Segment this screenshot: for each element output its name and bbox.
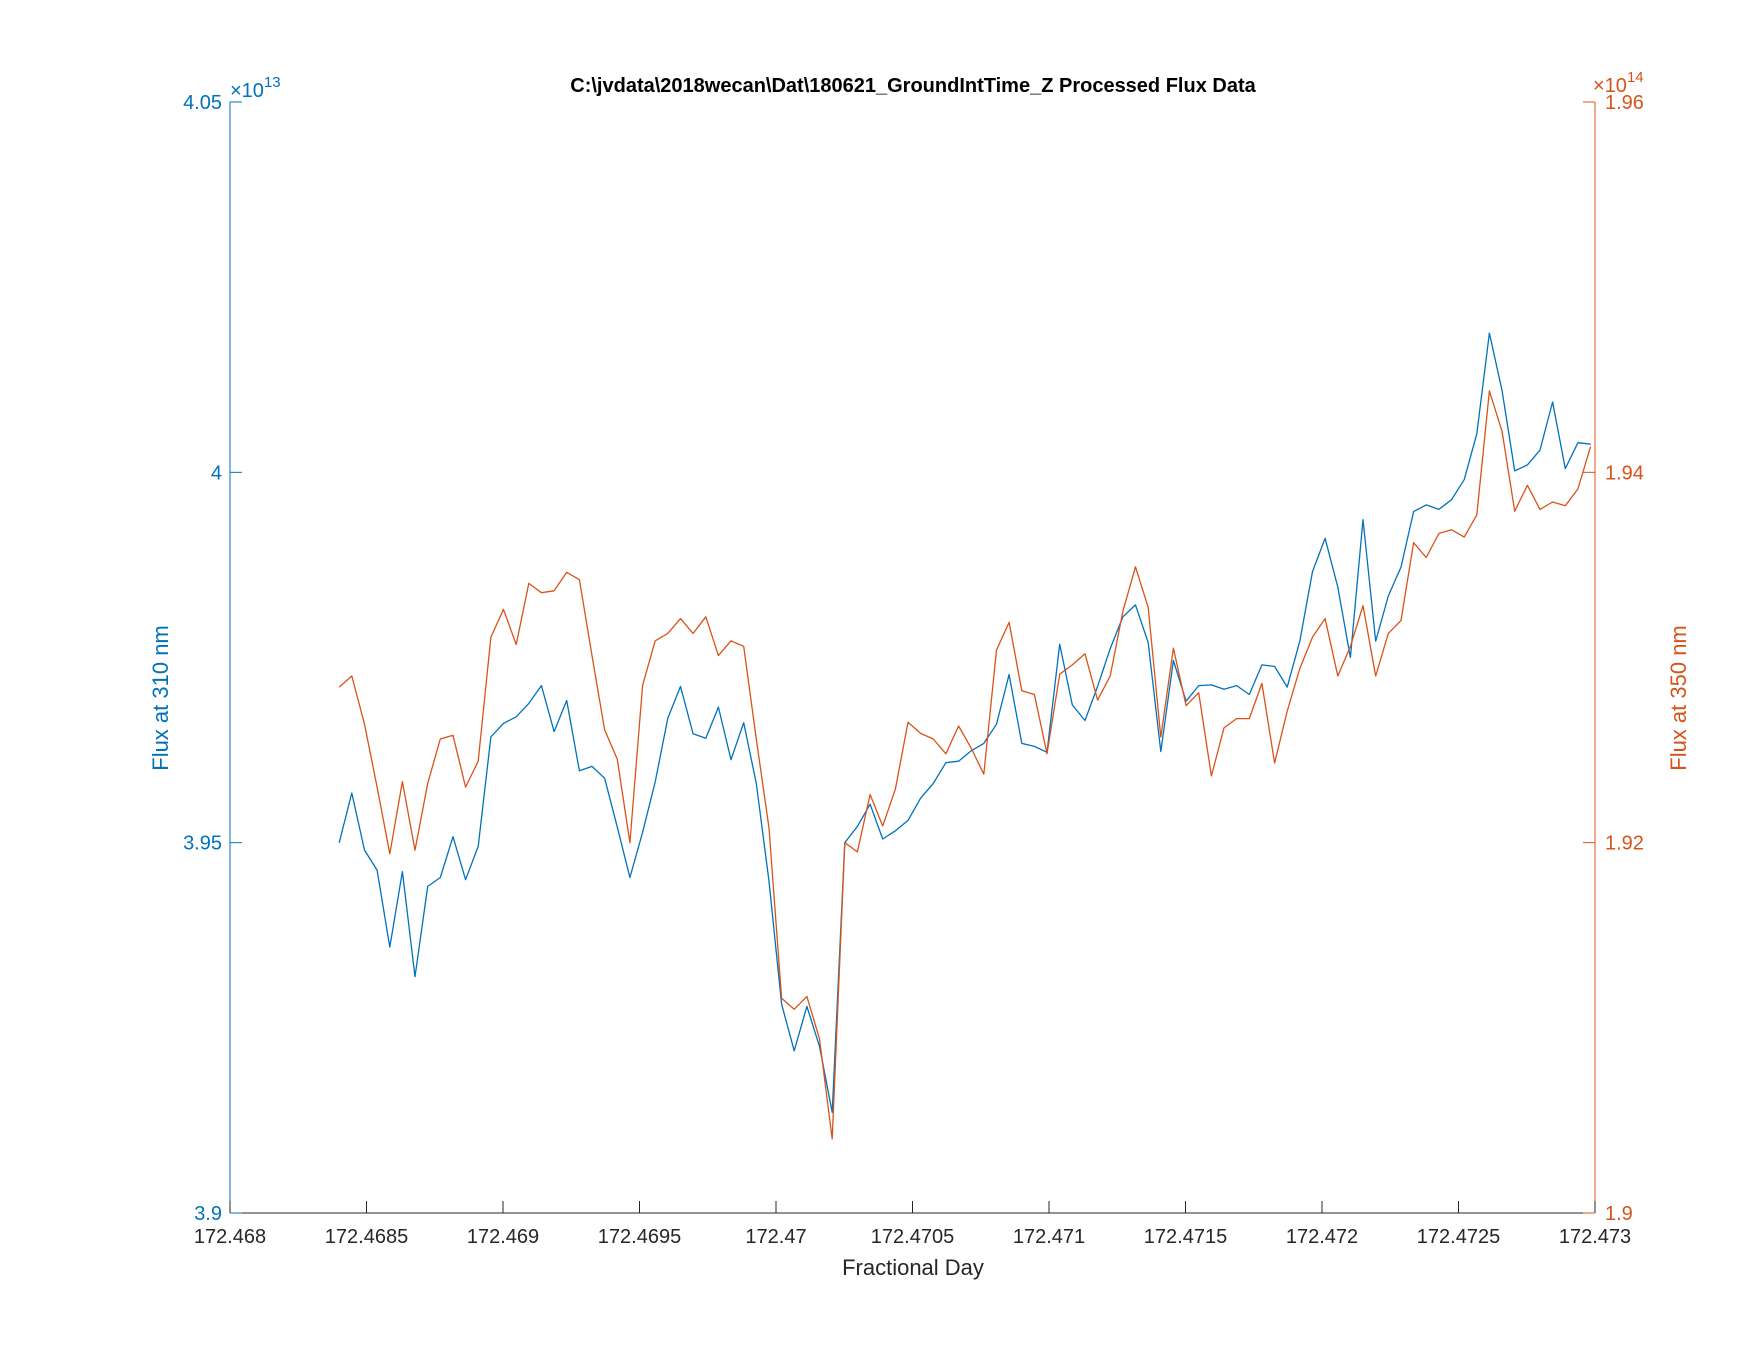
y-right-exponent-power: 14 (1627, 69, 1644, 86)
x-tick-label: 172.4695 (598, 1226, 681, 1248)
y-axis-left-label: Flux at 310 nm (148, 625, 173, 771)
x-tick-label: 172.469 (467, 1226, 539, 1248)
y-right-tick-label: 1.96 (1605, 92, 1644, 114)
y-left-tick-label: 4.05 (183, 92, 222, 114)
y-right-tick-label: 1.94 (1605, 462, 1644, 484)
y-right-tick-label: 1.9 (1605, 1203, 1633, 1225)
series-line-left (338, 332, 1591, 1113)
axes-layer: 172.468 172.4685 172.469 172.4695 172.47 172.… (183, 92, 1644, 1248)
x-tick-label: 172.473 (1559, 1226, 1631, 1248)
y-axis-right-exponent: ×1014 (1593, 69, 1644, 97)
y-axis-left-exponent: ×1013 (230, 74, 281, 102)
x-tick-label: 172.472 (1286, 1226, 1358, 1248)
series-line-right (338, 390, 1592, 1140)
chart-title: C:\jvdata\2018wecan\Dat\180621_GroundInt… (570, 75, 1256, 97)
y-left-exponent-power: 13 (264, 74, 281, 91)
x-tick-label: 172.4705 (871, 1226, 954, 1248)
y-left-tick-label: 3.9 (194, 1203, 222, 1225)
y-right-tick-label: 1.92 (1605, 833, 1644, 855)
series-layer (338, 332, 1592, 1140)
x-tick-label: 172.4715 (1144, 1226, 1227, 1248)
y-axis-right-label: Flux at 350 nm (1666, 625, 1691, 771)
x-tick-label: 172.4725 (1417, 1226, 1500, 1248)
y-left-exponent-base: ×10 (230, 80, 264, 102)
y-left-tick-label: 4 (211, 462, 222, 484)
x-axis-label: Fractional Day (842, 1255, 984, 1280)
x-tick-label: 172.471 (1013, 1226, 1085, 1248)
x-tick-label: 172.4685 (325, 1226, 408, 1248)
plot-background (230, 102, 1595, 1213)
y-right-exponent-base: ×10 (1593, 75, 1627, 97)
x-tick-label: 172.47 (745, 1226, 806, 1248)
x-tick-label: 172.468 (194, 1226, 266, 1248)
plot-area (230, 102, 1595, 1213)
y-left-tick-label: 3.95 (183, 833, 222, 855)
